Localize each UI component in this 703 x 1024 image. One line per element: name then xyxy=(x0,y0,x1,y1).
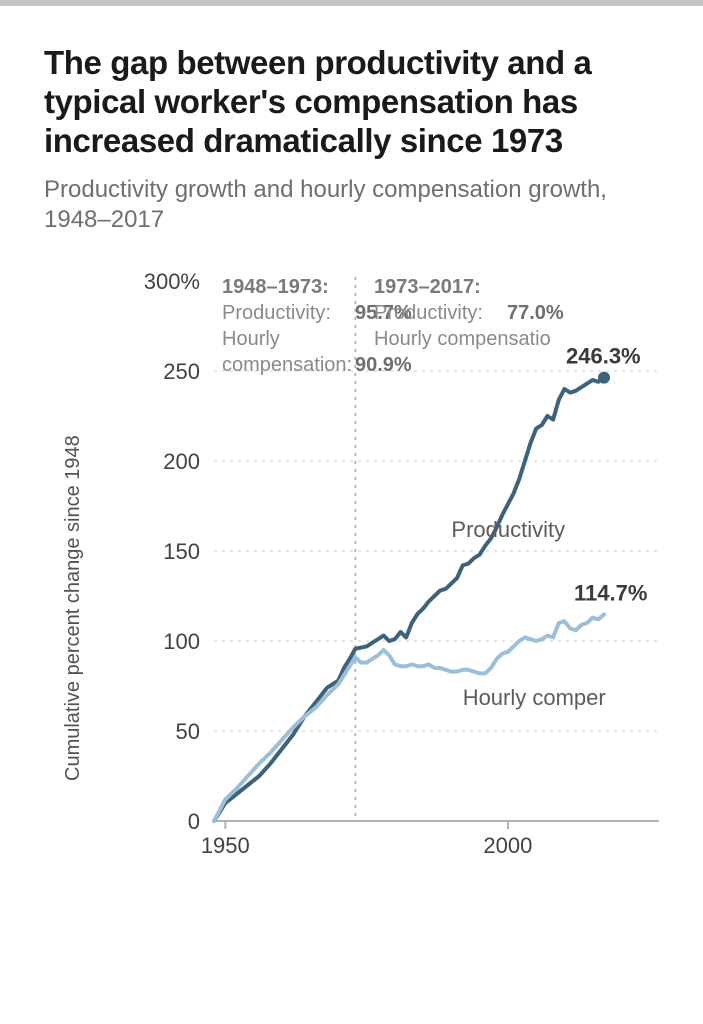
y-axis-title: Cumulative percent change since 1948 xyxy=(62,435,85,781)
svg-text:compensation:: compensation: xyxy=(222,354,352,376)
y-tick-label: 150 xyxy=(163,539,200,564)
svg-text:90.9%: 90.9% xyxy=(355,354,412,376)
svg-text:Productivity:: Productivity: xyxy=(222,302,331,324)
svg-text:Productivity:: Productivity: xyxy=(374,302,483,324)
series-hourly-compensation xyxy=(214,614,604,820)
svg-text:1973–2017:: 1973–2017: xyxy=(374,276,481,298)
y-tick-label: 0 xyxy=(188,809,200,834)
svg-text:1948–1973:: 1948–1973: xyxy=(222,276,329,298)
y-tick-label: 50 xyxy=(176,719,200,744)
line-chart: 0 50 100 150 200 250 300% 1950 2000 246.3% 114.7% P… xyxy=(44,261,664,881)
series-end-dot xyxy=(598,371,610,383)
line-label-productivity: Productivity xyxy=(451,517,565,542)
svg-text:Hourly compensatio: Hourly compensatio xyxy=(374,328,551,350)
x-tick-label: 2000 xyxy=(483,833,532,858)
y-tick-label: 200 xyxy=(163,449,200,474)
x-tick-label: 1950 xyxy=(201,833,250,858)
end-label-productivity: 246.3% xyxy=(566,343,641,368)
y-tick-label: 300% xyxy=(144,269,200,294)
end-label-compensation: 114.7% xyxy=(574,580,647,605)
chart-title: The gap between productivity and a typic… xyxy=(44,44,669,161)
annotation-block: 1973–2017: Productivity: 77.0% Hourly comp… xyxy=(374,276,564,350)
chart-area: Cumulative percent change since 1948 0 50… xyxy=(44,261,669,881)
svg-text:77.0%: 77.0% xyxy=(507,302,564,324)
y-tick-label: 100 xyxy=(163,629,200,654)
chart-subtitle: Productivity growth and hourly compensat… xyxy=(44,175,669,235)
series-productivity xyxy=(214,377,604,820)
chart-container: The gap between productivity and a typic… xyxy=(0,6,703,881)
line-label-compensation: Hourly comper xyxy=(463,685,606,710)
y-tick-label: 250 xyxy=(163,359,200,384)
svg-text:Hourly: Hourly xyxy=(222,328,280,350)
